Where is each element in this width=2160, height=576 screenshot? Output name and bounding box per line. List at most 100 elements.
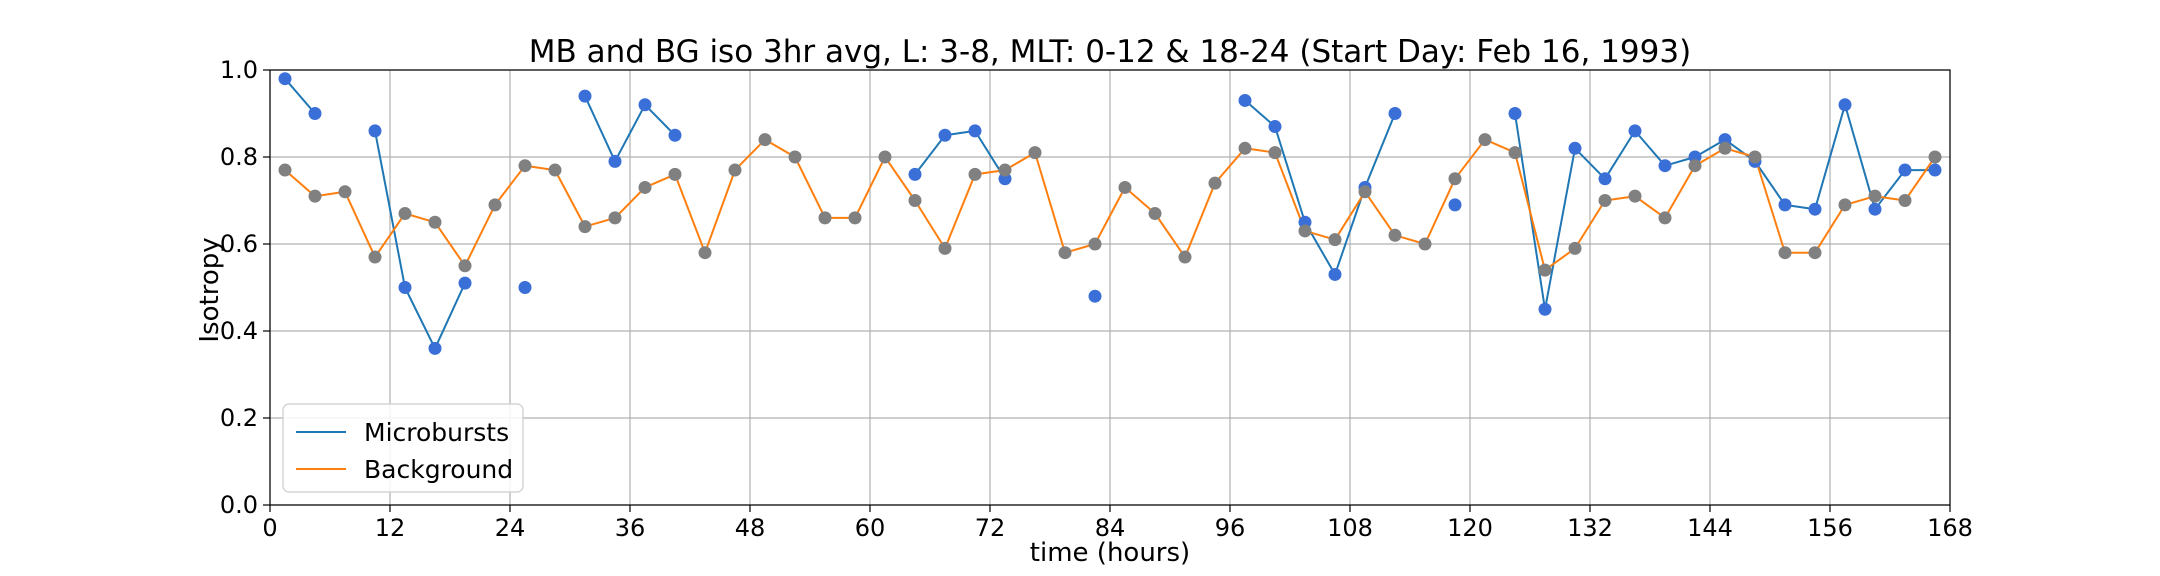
background-point <box>1268 146 1282 160</box>
background-point <box>1478 133 1492 147</box>
microbursts-line <box>584 95 676 163</box>
x-tick-label: 48 <box>735 514 766 542</box>
background-point <box>518 159 532 173</box>
microbursts-line <box>284 78 316 115</box>
microbursts-point <box>398 281 412 294</box>
background-point <box>398 207 412 221</box>
background-point <box>1868 189 1882 203</box>
microbursts-point <box>1868 202 1882 216</box>
y-tick-label: 0.2 <box>220 404 258 432</box>
microbursts-point <box>1568 141 1582 155</box>
background-point <box>1148 207 1162 221</box>
chart-title: MB and BG iso 3hr avg, L: 3-8, MLT: 0-12… <box>529 34 1691 70</box>
microbursts-point <box>1508 107 1522 120</box>
x-tick-label: 60 <box>855 514 886 542</box>
microbursts-point <box>1898 163 1912 177</box>
background-point <box>728 163 742 177</box>
x-ticks: 0 12 24 36 48 60 72 84 96 108 120 132 144 156 168 <box>262 505 1973 542</box>
background-point <box>968 167 982 181</box>
background-point <box>368 250 382 264</box>
background-point <box>1508 146 1522 160</box>
background-point <box>608 211 622 225</box>
background-point <box>1418 237 1432 251</box>
y-tick-label: 0.0 <box>220 491 258 519</box>
x-tick-label: 156 <box>1807 514 1853 542</box>
y-axis-label: Isotropy <box>195 237 225 342</box>
y-tick-label: 0.6 <box>220 230 258 258</box>
background-point <box>1598 194 1612 207</box>
background-point <box>458 259 472 273</box>
legend: Microbursts Background <box>282 403 524 493</box>
x-tick-label: 0 <box>262 514 277 542</box>
background-point <box>848 211 862 225</box>
background-point <box>698 246 712 260</box>
background-point <box>308 189 322 203</box>
microbursts-point <box>1808 202 1822 216</box>
background-point <box>1898 194 1912 207</box>
x-tick-label: 144 <box>1687 514 1733 542</box>
background-point <box>788 150 802 164</box>
microbursts-point <box>1448 198 1462 212</box>
y-ticks: 0.0 0.2 0.4 0.6 0.8 1.0 <box>220 56 270 519</box>
background-point <box>1118 180 1132 194</box>
x-tick-label: 72 <box>975 514 1006 542</box>
background-point <box>1748 150 1762 164</box>
background-point <box>878 150 892 164</box>
microbursts-line <box>1244 99 1396 276</box>
x-tick-label: 84 <box>1095 514 1126 542</box>
background-point <box>1388 228 1402 242</box>
background-point <box>818 211 832 225</box>
microbursts-point <box>1778 198 1792 212</box>
microbursts-point <box>1088 289 1102 303</box>
background-point <box>638 180 652 194</box>
microbursts-line <box>914 129 1006 180</box>
background-point <box>1538 263 1552 277</box>
microbursts-point <box>608 154 622 168</box>
x-tick-label: 108 <box>1327 514 1373 542</box>
microbursts-point <box>368 124 382 138</box>
microbursts-point <box>1598 172 1612 186</box>
background-point <box>668 167 682 181</box>
background-point <box>338 185 352 199</box>
microbursts-line <box>374 130 466 350</box>
background-point <box>548 163 562 177</box>
background-point <box>1028 146 1042 160</box>
background-point <box>998 163 1012 177</box>
microbursts-point <box>518 281 532 294</box>
background-point <box>1178 250 1192 264</box>
microbursts-point <box>458 276 472 290</box>
background-point <box>758 133 772 147</box>
background-point <box>1628 189 1642 203</box>
microbursts-point <box>278 72 292 86</box>
background-point <box>428 215 442 229</box>
background-point <box>1358 185 1372 199</box>
x-tick-label: 96 <box>1215 514 1246 542</box>
background-point <box>578 220 592 234</box>
y-tick-label: 0.4 <box>220 317 258 345</box>
background-point <box>1088 237 1102 251</box>
background-point <box>1568 241 1582 255</box>
background-point <box>1298 224 1312 238</box>
legend-label-background: Background <box>364 455 513 484</box>
microbursts-point <box>428 341 442 355</box>
x-tick-label: 168 <box>1927 514 1973 542</box>
x-tick-label: 120 <box>1447 514 1493 542</box>
microbursts-point <box>1388 107 1402 120</box>
background-point <box>1808 246 1822 260</box>
background-point <box>1658 211 1672 225</box>
background-point <box>1208 176 1222 190</box>
x-tick-label: 132 <box>1567 514 1613 542</box>
background-point <box>278 163 292 177</box>
background-point <box>1928 150 1942 164</box>
background-point <box>1688 159 1702 173</box>
background-point <box>938 241 952 255</box>
microbursts-point <box>1838 98 1852 112</box>
x-axis-label: time (hours) <box>1030 538 1190 568</box>
plot-series <box>278 72 1942 355</box>
y-tick-label: 0.8 <box>220 143 258 171</box>
microbursts-point <box>1658 159 1672 173</box>
microbursts-point <box>668 128 682 142</box>
background-point <box>1328 233 1342 247</box>
microbursts-point <box>1928 163 1942 177</box>
